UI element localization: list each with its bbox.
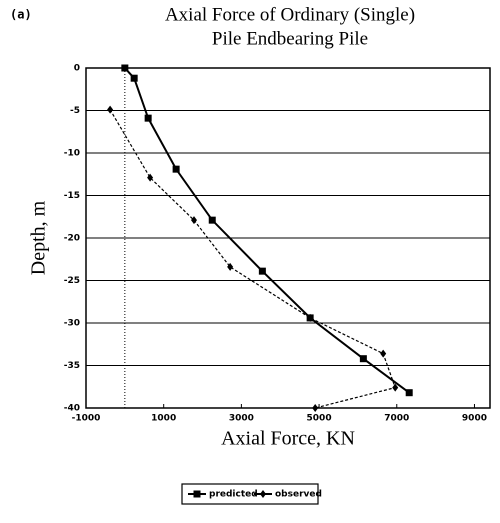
point: [193, 490, 201, 498]
point: [405, 389, 413, 397]
panel-label: (a): [10, 8, 32, 22]
series-line: [124, 67, 410, 394]
point: [208, 216, 216, 224]
point: [147, 173, 154, 182]
point: [144, 114, 152, 122]
y-tick-label: -40: [64, 404, 80, 414]
x-axis-label: Axial Force, KN: [221, 428, 355, 450]
point: [260, 490, 266, 498]
y-tick-label: -20: [64, 234, 80, 244]
point: [107, 105, 114, 114]
y-tick-label: -30: [64, 319, 80, 329]
x-tick-label: 1000: [151, 414, 176, 424]
x-tick-label: 7000: [384, 414, 409, 424]
y-tick-label: 0: [74, 64, 80, 74]
y-tick-label: -25: [64, 276, 80, 286]
legend-label: observed: [275, 490, 322, 500]
y-tick-label: -15: [64, 191, 80, 201]
plot-frame: [85, 67, 491, 409]
point: [227, 262, 234, 271]
x-tick-label: 9000: [462, 414, 487, 424]
legend-box: [181, 483, 319, 505]
point: [190, 216, 197, 225]
legend-label: predicted: [209, 490, 258, 500]
series-line: [109, 109, 396, 409]
point: [392, 383, 399, 392]
y-tick-label: -5: [70, 106, 80, 116]
point: [172, 165, 180, 173]
point: [307, 313, 314, 322]
point: [258, 267, 266, 275]
x-tick-label: 5000: [307, 414, 332, 424]
point: [130, 74, 138, 82]
chart-title: Axial Force of Ordinary (Single): [165, 4, 415, 25]
point: [312, 404, 319, 412]
y-tick-label: -35: [64, 361, 80, 371]
point: [359, 355, 367, 363]
y-tick-label: -10: [64, 149, 80, 159]
point: [380, 349, 387, 358]
x-tick-label: 3000: [229, 414, 254, 424]
chart-title: Pile Endbearing Pile: [212, 28, 368, 49]
x-tick-label: -1000: [72, 414, 101, 424]
point: [121, 64, 129, 72]
y-axis-label: Depth, m: [28, 200, 50, 275]
